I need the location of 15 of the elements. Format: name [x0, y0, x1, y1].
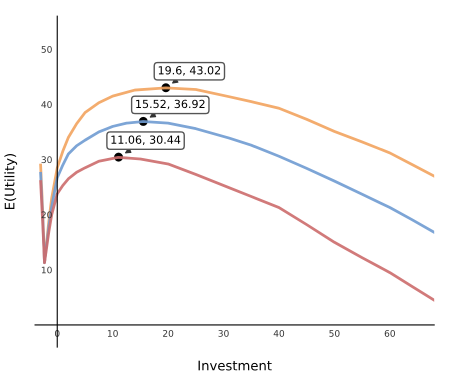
x-tick-label: 10 — [108, 330, 118, 337]
y-axis-title: E(Utility) — [4, 154, 18, 210]
x-tick-label: 50 — [329, 330, 340, 337]
annotation: 19.6, 43.02 — [158, 66, 220, 76]
y-tick-label: 50 — [42, 46, 52, 53]
x-axis-title: Investment — [198, 360, 272, 370]
x-tick-label: 60 — [384, 330, 395, 337]
y-tick-label: 30 — [42, 156, 52, 164]
x-tick-label: 40 — [274, 330, 284, 337]
annotation: 15.52, 36.92 — [136, 100, 205, 110]
annotation: 11.06, 30.44 — [111, 135, 180, 145]
x-tick-label: 20 — [163, 330, 174, 337]
x-tick-label: 30 — [218, 330, 229, 337]
y-tick-label: 10 — [42, 266, 52, 274]
y-tick-label: 40 — [41, 101, 52, 108]
